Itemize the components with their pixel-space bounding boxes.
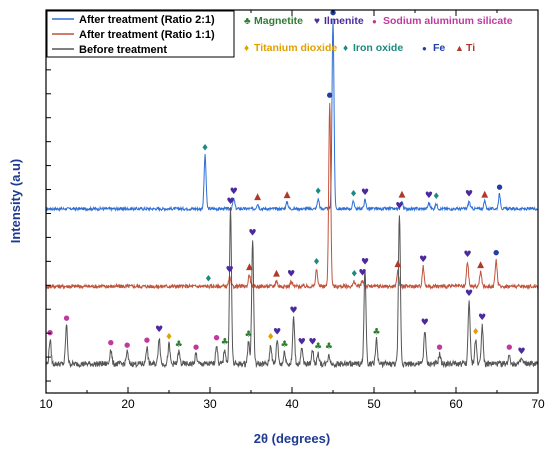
phase-legend-symbol-iron-oxide: ♦ <box>343 43 348 54</box>
phase-marker-fe: ● <box>496 183 502 191</box>
phase-marker-sodium-aluminum-silicate: ● <box>63 314 69 322</box>
phase-marker-ilmenite: ♥ <box>155 325 163 335</box>
phase-marker-ilmenite: ♥ <box>226 266 234 276</box>
phase-marker-ilmenite: ♥ <box>463 250 471 260</box>
phase-marker-ilmenite: ♥ <box>465 289 473 299</box>
phase-legend-label-sodium-aluminum-silicate: Sodium aluminum silicate <box>383 15 513 27</box>
phase-marker-ilmenite: ♥ <box>230 187 238 197</box>
x-tick-label: 70 <box>531 397 545 411</box>
phase-marker-magnetite: ♣ <box>221 337 229 347</box>
phase-marker-titanium-dioxide: ♦ <box>267 333 275 343</box>
phase-legend-label-iron-oxide: Iron oxide <box>353 42 403 54</box>
phase-marker-ti: ▲ <box>398 190 405 200</box>
phase-marker-magnetite: ♣ <box>325 342 333 352</box>
phase-marker-ti: ▲ <box>273 269 280 279</box>
series-line-0 <box>45 19 539 213</box>
phase-marker-ilmenite: ♥ <box>518 347 526 357</box>
legend-label-ratio-1-1: After treatment (Ratio 1:1) <box>79 29 215 41</box>
phase-marker-ilmenite: ♥ <box>290 306 298 316</box>
phase-marker-iron-oxide: ♦ <box>204 274 212 284</box>
phase-marker-ilmenite: ♥ <box>273 328 281 338</box>
phase-marker-ilmenite: ♥ <box>425 191 433 201</box>
phase-legend-label-ilmenite: Ilmenite <box>324 15 364 27</box>
x-tick-label: 50 <box>367 397 381 411</box>
phase-legend-label-magnetite: Magnetite <box>254 15 303 27</box>
x-tick-label: 60 <box>449 397 463 411</box>
phase-marker-iron-oxide: ♦ <box>432 192 440 202</box>
phase-legend-symbol-titanium-dioxide: ♦ <box>244 43 249 54</box>
plot-area <box>45 9 539 394</box>
phase-legend-symbol-sodium-aluminum-silicate: ● <box>372 17 377 26</box>
phase-marker-iron-oxide: ♦ <box>314 187 322 197</box>
legend-label-before: Before treatment <box>79 44 167 56</box>
phase-marker-ti: ▲ <box>254 192 261 202</box>
phase-legend-symbol-magnetite: ♣ <box>244 16 251 27</box>
phase-marker-sodium-aluminum-silicate: ● <box>437 343 443 351</box>
phase-marker-iron-oxide: ♦ <box>313 257 321 267</box>
phase-marker-ilmenite: ♥ <box>361 188 369 198</box>
phase-marker-ti: ▲ <box>284 190 291 200</box>
phase-marker-sodium-aluminum-silicate: ● <box>214 334 220 342</box>
phase-marker-ti: ▲ <box>394 259 401 269</box>
phase-marker-ilmenite: ♥ <box>419 255 427 265</box>
phase-marker-ilmenite: ♥ <box>249 228 257 238</box>
x-tick-label: 10 <box>39 397 53 411</box>
phase-marker-sodium-aluminum-silicate: ● <box>108 338 114 346</box>
phase-marker-ilmenite: ♥ <box>465 190 473 200</box>
phase-marker-iron-oxide: ♦ <box>201 143 209 153</box>
axes: 10 20 30 40 50 60 70 <box>39 10 545 411</box>
y-axis-title: Intensity (a.u) <box>8 159 23 244</box>
series-legend-box <box>46 10 235 58</box>
phase-legend: ♣ Magnetite ♥ Ilmenite ● Sodium aluminum… <box>244 15 513 54</box>
x-tick-label: 20 <box>121 397 135 411</box>
phase-marker-ilmenite: ♥ <box>361 257 369 267</box>
series-legend: After treatment (Ratio 2:1) After treatm… <box>46 10 235 58</box>
phase-legend-symbol-ilmenite: ♥ <box>314 16 320 27</box>
phase-marker-ilmenite: ♥ <box>308 337 316 347</box>
phase-marker-ti: ▲ <box>246 262 253 272</box>
phase-marker-magnetite: ♣ <box>244 330 252 340</box>
phase-marker-ilmenite: ♥ <box>395 202 403 212</box>
phase-marker-fe: ● <box>493 249 499 257</box>
phase-marker-magnetite: ♣ <box>175 340 183 350</box>
phase-marker-titanium-dioxide: ♦ <box>165 333 173 343</box>
series-line-1 <box>45 103 539 291</box>
phase-marker-magnetite: ♣ <box>372 328 380 338</box>
phase-marker-fe: ● <box>327 91 333 99</box>
phase-legend-label-titanium-dioxide: Titanium dioxide <box>254 42 337 54</box>
phase-marker-magnetite: ♣ <box>314 342 322 352</box>
phase-marker-ilmenite: ♥ <box>421 318 429 328</box>
phase-legend-symbol-fe: ● <box>422 44 427 53</box>
plot-lines <box>45 19 539 369</box>
phase-marker-ilmenite: ♥ <box>298 337 306 347</box>
phase-marker-ilmenite: ♥ <box>478 313 486 323</box>
phase-marker-sodium-aluminum-silicate: ● <box>193 343 199 351</box>
x-axis-title: 2θ (degrees) <box>254 431 330 446</box>
phase-marker-ti: ▲ <box>481 190 488 200</box>
phase-marker-titanium-dioxide: ♦ <box>472 328 480 338</box>
legend-label-ratio-2-1: After treatment (Ratio 2:1) <box>79 14 215 26</box>
phase-marker-sodium-aluminum-silicate: ● <box>506 343 512 351</box>
phase-marker-ti: ▲ <box>477 260 484 270</box>
phase-markers: ♦♥▲▲♦●♦♥▲♥♦♥▲●♦♥▲▲♥♦●♦♥▲♥♥▲●●●●●●♥♦♣●●♣♥… <box>47 9 526 357</box>
phase-marker-iron-oxide: ♦ <box>349 190 357 200</box>
series-line-2 <box>45 207 539 369</box>
phase-marker-ilmenite: ♥ <box>226 197 234 207</box>
x-tick-label: 40 <box>285 397 299 411</box>
phase-marker-iron-oxide: ♦ <box>350 270 358 280</box>
phase-marker-magnetite: ♣ <box>281 340 289 350</box>
phase-legend-label-fe: Fe <box>433 42 445 54</box>
phase-marker-ilmenite: ♥ <box>287 270 295 280</box>
phase-marker-sodium-aluminum-silicate: ● <box>124 341 130 349</box>
x-tick-label: 30 <box>203 397 217 411</box>
phase-marker-ilmenite: ♥ <box>358 269 366 279</box>
phase-legend-label-ti: Ti <box>466 42 475 54</box>
phase-marker-sodium-aluminum-silicate: ● <box>144 336 150 344</box>
phase-legend-symbol-ti: ▲ <box>455 43 464 53</box>
